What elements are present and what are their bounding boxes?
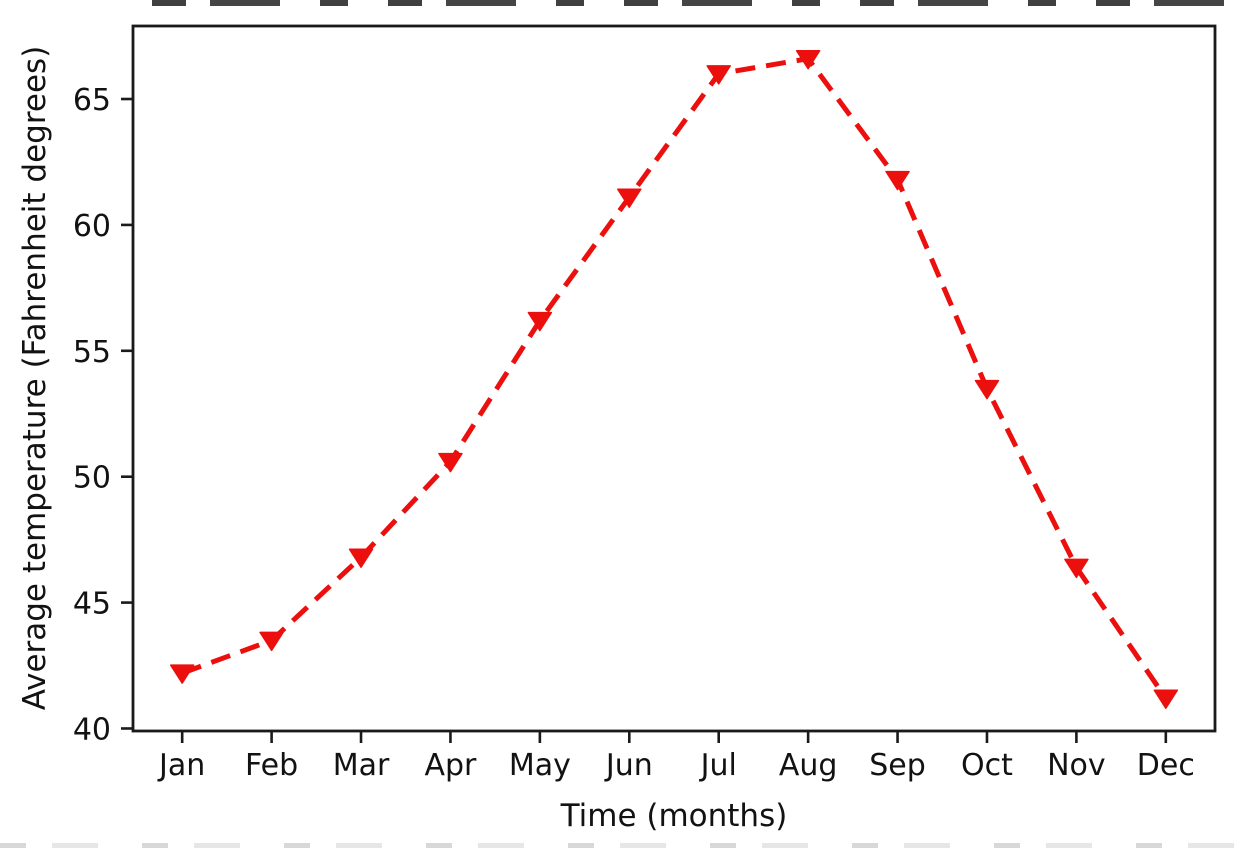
screenshot-crop-artifact-top [152, 0, 1248, 6]
x-tick-label: Nov [1047, 748, 1106, 783]
data-point-marker-oct [974, 379, 1000, 400]
x-tick-label: Jan [157, 748, 205, 783]
temperature-line [181, 56, 1168, 700]
data-point-marker-dec [1153, 689, 1179, 710]
data-point-marker-jun [617, 188, 642, 208]
data-point-marker-apr [438, 452, 463, 473]
plot-area-border [131, 24, 1217, 733]
x-tick-label: Dec [1137, 748, 1195, 783]
x-tick-label: Jul [699, 748, 737, 783]
screenshot-crop-artifact-bottom [0, 843, 1248, 848]
y-tick-label: 45 [73, 587, 111, 622]
y-tick-label: 50 [73, 461, 111, 496]
data-point-marker-aug [795, 49, 821, 70]
x-tick-label: Apr [424, 748, 477, 783]
data-point-marker-may [527, 311, 553, 332]
x-tick-label: Jun [604, 748, 653, 783]
data-point-marker-sep [885, 170, 910, 191]
y-axis-title: Average temperature (Fahrenheit degrees) [17, 46, 53, 711]
data-point-marker-nov [1064, 558, 1089, 579]
y-tick-label: 40 [73, 712, 111, 747]
x-tick-label: Aug [779, 748, 838, 783]
x-tick-label: Feb [245, 748, 298, 783]
x-axis-title: Time (months) [560, 798, 788, 834]
x-tick-label: Sep [869, 748, 926, 783]
x-tick-label: Oct [961, 748, 1013, 783]
data-point-marker-mar [348, 548, 374, 569]
data-point-marker-jul [706, 65, 731, 85]
data-point-marker-feb [259, 631, 284, 652]
x-tick-label: Mar [333, 748, 390, 783]
y-tick-label: 65 [73, 83, 111, 118]
y-tick-label: 60 [73, 209, 111, 244]
y-tick-label: 55 [73, 335, 111, 370]
data-point-marker-jan [169, 664, 195, 684]
plot-layer: 40 45 50 55 60 65 Jan Feb Mar Apr May Jun Jul Aug Sep O… [73, 24, 1217, 783]
x-tick-label: May [509, 748, 571, 783]
